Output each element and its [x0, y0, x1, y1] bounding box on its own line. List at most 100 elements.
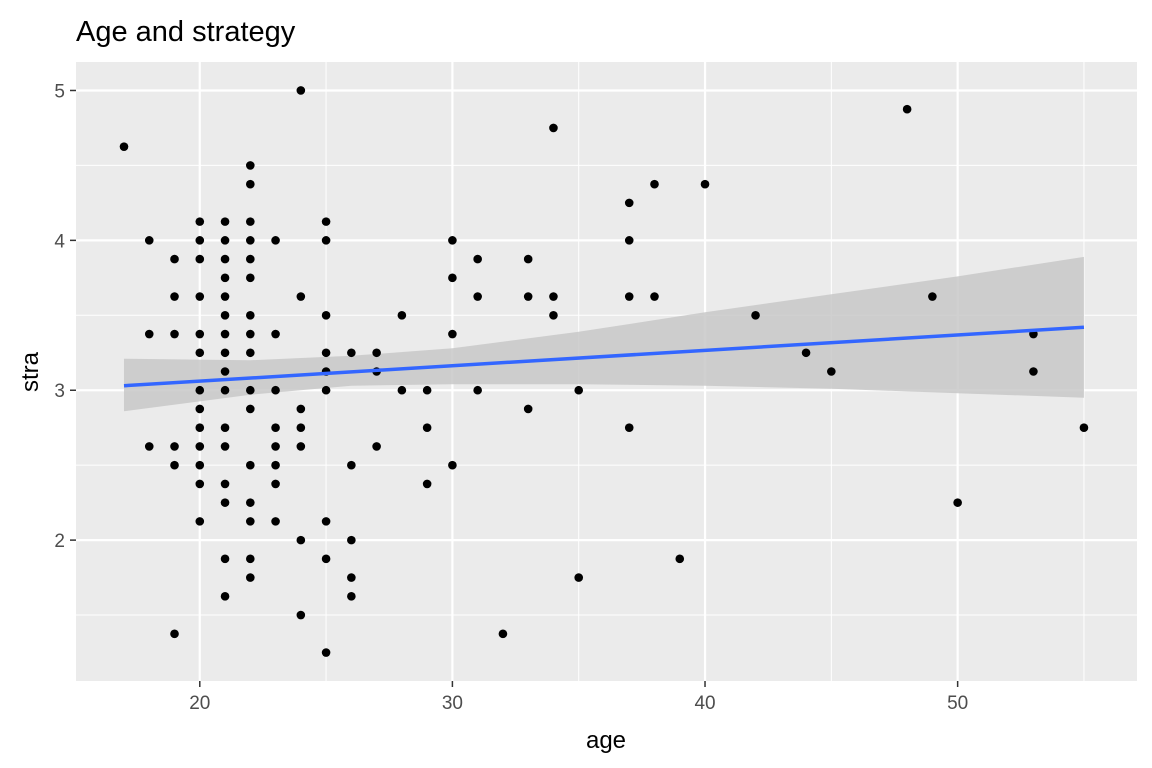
data-point	[953, 498, 962, 507]
data-point	[321, 385, 331, 395]
data-point	[246, 310, 255, 320]
data-point	[220, 554, 230, 564]
data-point	[246, 348, 255, 358]
data-point	[195, 423, 205, 433]
data-point	[574, 573, 584, 582]
regression-line	[123, 325, 1085, 388]
data-point	[397, 310, 407, 320]
data-point	[347, 460, 356, 470]
y-tick-label: 2	[54, 531, 65, 552]
data-point	[271, 423, 280, 433]
data-point	[170, 460, 179, 470]
data-point	[827, 367, 836, 376]
data-point	[246, 254, 255, 264]
data-point	[246, 498, 255, 507]
x-axis: 20 30 40 50	[189, 681, 968, 714]
data-point	[321, 348, 331, 358]
data-point	[271, 329, 280, 339]
x-tick-label: 30	[442, 693, 463, 714]
data-point	[220, 367, 230, 376]
data-point	[220, 423, 230, 433]
data-point	[220, 592, 230, 601]
data-point	[246, 517, 255, 526]
data-point	[321, 648, 331, 657]
y-axis: 2 3 4 5	[54, 81, 76, 552]
x-axis-title: age	[586, 727, 626, 754]
data-point	[549, 123, 558, 133]
data-point	[928, 292, 937, 301]
data-point	[220, 498, 230, 507]
data-point	[296, 442, 306, 451]
y-axis-title: stra	[17, 351, 44, 392]
data-point	[902, 104, 912, 114]
data-point	[246, 161, 255, 170]
data-point	[523, 292, 533, 301]
data-point	[220, 442, 230, 451]
data-point	[271, 460, 280, 470]
data-point	[195, 236, 205, 245]
data-point	[195, 517, 205, 526]
data-point	[422, 423, 432, 433]
data-point	[195, 385, 205, 395]
data-point	[473, 254, 482, 264]
data-point	[1029, 367, 1038, 376]
data-point	[347, 535, 356, 545]
data-point	[195, 254, 205, 264]
x-tick-label: 40	[694, 693, 715, 714]
data-point	[574, 385, 584, 395]
data-point	[170, 629, 179, 639]
data-point	[271, 385, 280, 395]
y-tick-label: 5	[54, 81, 65, 102]
data-point	[170, 292, 179, 301]
data-point	[119, 142, 129, 151]
data-point	[271, 479, 280, 489]
data-point	[220, 236, 230, 245]
data-points	[119, 86, 1089, 657]
data-point	[523, 254, 533, 264]
y-tick-label: 3	[54, 381, 65, 402]
data-point	[246, 273, 255, 283]
data-point	[498, 629, 508, 639]
data-point	[170, 442, 179, 451]
data-point	[448, 329, 457, 339]
data-point	[296, 535, 306, 545]
data-point	[397, 385, 407, 395]
data-point	[549, 292, 558, 301]
data-point	[372, 442, 381, 451]
data-point	[220, 385, 230, 395]
y-tick-label: 4	[54, 231, 65, 252]
data-point	[801, 348, 811, 358]
data-point	[422, 479, 432, 489]
data-point	[422, 385, 432, 395]
data-point	[296, 423, 306, 433]
data-point	[321, 236, 331, 245]
data-point	[220, 479, 230, 489]
data-point	[448, 236, 457, 245]
data-point	[650, 179, 659, 189]
data-point	[246, 385, 255, 395]
data-point	[321, 517, 331, 526]
data-point	[195, 479, 205, 489]
data-point	[195, 329, 205, 339]
data-point	[195, 460, 205, 470]
data-point	[321, 217, 331, 226]
data-point	[751, 310, 760, 320]
data-point	[473, 292, 482, 301]
data-point	[144, 236, 154, 245]
data-point	[624, 198, 634, 208]
data-point	[246, 460, 255, 470]
data-point	[549, 310, 558, 320]
chart-title: Age and strategy	[76, 16, 296, 48]
data-point	[473, 385, 482, 395]
data-point	[220, 329, 230, 339]
data-point	[675, 554, 685, 564]
data-point	[321, 554, 331, 564]
data-point	[220, 292, 230, 301]
data-point	[700, 179, 710, 189]
data-point	[271, 442, 280, 451]
data-point	[246, 236, 255, 245]
data-point	[195, 442, 205, 451]
data-point	[296, 292, 306, 301]
data-point	[650, 292, 659, 301]
